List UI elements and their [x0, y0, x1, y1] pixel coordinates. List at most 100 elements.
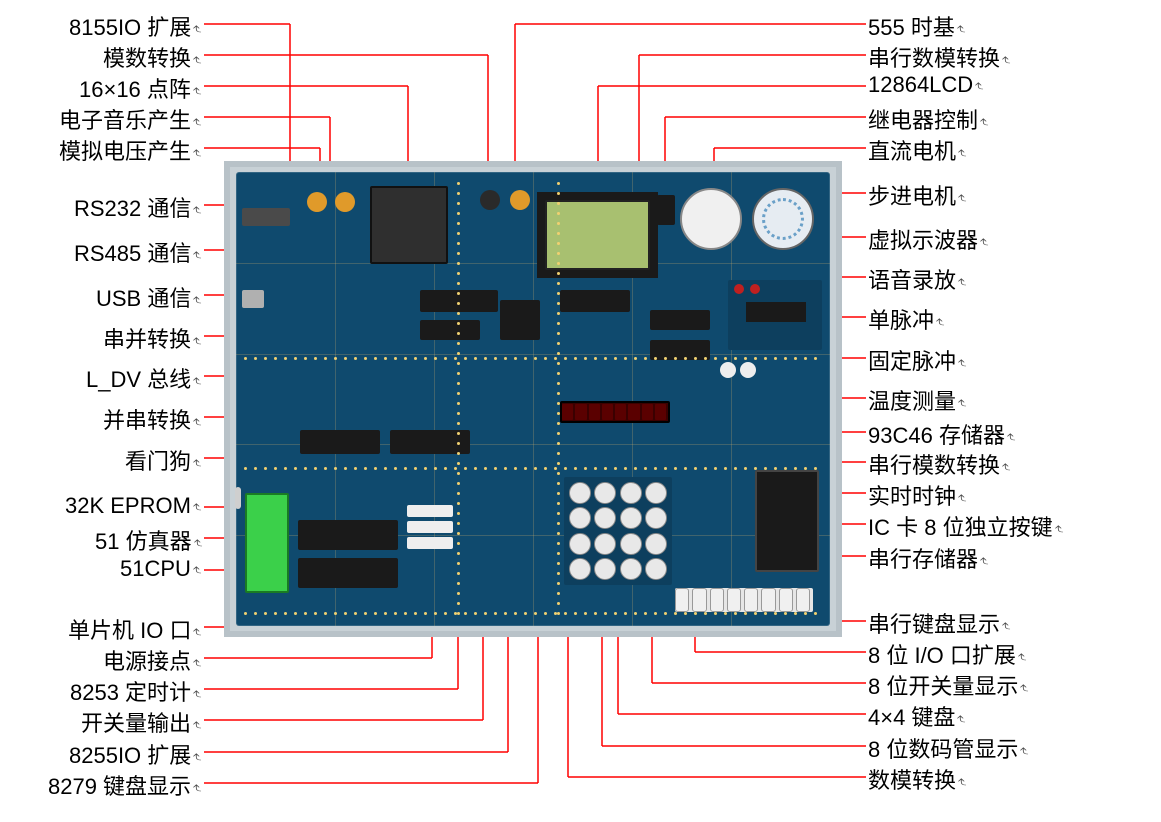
callout-text-pulse2: 固定脉冲: [868, 349, 956, 374]
pcb-comp-knob3: [480, 190, 500, 210]
callout-text-dac: 数模转换: [868, 768, 956, 793]
keypad-key: [569, 558, 591, 580]
callout-music: 电子音乐产生⤶: [59, 103, 202, 135]
callout-text-8sw: 8 位开关量显示: [868, 674, 1018, 699]
callout-pulse2: 固定脉冲⤶: [868, 344, 967, 376]
return-arrow-icon: ⤶: [1002, 433, 1020, 442]
pcb-comp-knob1: [307, 192, 327, 212]
callout-smem: 串行存储器⤶: [868, 542, 989, 574]
callout-power: 电源接点⤶: [103, 644, 202, 676]
return-arrow-icon: ⤶: [1050, 525, 1068, 534]
pcb-comp-chip-b: [420, 320, 480, 340]
callout-text-51cpu: 51CPU: [120, 556, 191, 581]
key-cap: [796, 588, 810, 612]
seven-seg-digit: [575, 404, 586, 420]
callout-555: 555 时基⤶: [868, 10, 965, 42]
callout-text-temp: 温度测量: [868, 389, 956, 414]
callout-51emu: 51 仿真器⤶: [95, 524, 202, 556]
callout-text-sadc: 串行模数转换: [868, 453, 1000, 478]
pcb-comp-white-block-b: [407, 521, 453, 533]
pin-header: [240, 465, 820, 471]
seven-seg-digit: [615, 404, 626, 420]
return-arrow-icon: ⤶: [971, 82, 989, 91]
callout-text-8io: 8 位 I/O 口扩展: [868, 643, 1016, 668]
pcb-comp-chip-e: [300, 430, 380, 454]
callout-eprom: 32K EPROM⤶: [65, 493, 202, 519]
callout-51cpu: 51CPU⤶: [120, 556, 202, 582]
callout-skbd: 串行键盘显示⤶: [868, 607, 1011, 639]
return-arrow-icon: ⤶: [953, 194, 971, 203]
callout-text-rs485: RS485 通信: [74, 241, 191, 266]
callout-93c46: 93C46 存储器⤶: [868, 418, 1016, 450]
callout-p2s: 并串转换⤶: [103, 403, 202, 435]
return-arrow-icon: ⤶: [975, 118, 993, 127]
seven-seg-digit: [562, 404, 573, 420]
keypad-key: [594, 533, 616, 555]
stepper-accent: [762, 198, 804, 240]
callout-text-eprom: 32K EPROM: [65, 493, 191, 518]
callout-text-usb: USB 通信: [96, 286, 191, 311]
callout-8155io: 8155IO 扩展⤶: [69, 10, 202, 42]
callout-ldv: L_DV 总线⤶: [86, 362, 202, 394]
callout-text-vscope: 虚拟示波器: [868, 228, 978, 253]
callout-text-s2p: 串并转换: [103, 327, 191, 352]
pin-header: [240, 610, 820, 616]
return-arrow-icon: ⤶: [953, 494, 971, 503]
pcb-comp-knob2: [335, 192, 355, 212]
return-arrow-icon: ⤶: [188, 690, 206, 699]
callout-text-pulse1: 单脉冲: [868, 308, 934, 333]
callout-mcuio: 单片机 IO 口⤶: [68, 613, 202, 645]
return-arrow-icon: ⤶: [188, 659, 206, 668]
callout-ic8key: IC 卡 8 位独立按键⤶: [868, 510, 1063, 542]
callout-text-8255io: 8255IO 扩展: [69, 743, 191, 768]
pin-header: [455, 178, 461, 618]
callout-text-swout: 开关量输出: [81, 711, 191, 736]
key-cap: [779, 588, 793, 612]
keypad-key: [569, 482, 591, 504]
callout-text-skbd: 串行键盘显示: [868, 612, 1000, 637]
callout-text-8279: 8279 键盘显示: [48, 774, 191, 799]
pcb-comp-chip-c: [500, 300, 540, 340]
key-cap: [761, 588, 775, 612]
return-arrow-icon: ⤶: [189, 25, 207, 34]
callout-text-dcmotor: 直流电机: [868, 139, 956, 164]
callout-pulse1: 单脉冲⤶: [868, 303, 945, 335]
callout-text-rtc: 实时时钟: [868, 484, 956, 509]
pcb-comp-cap-a: [720, 362, 736, 378]
pcb-comp-white-block-c: [407, 537, 453, 549]
pcb-comp-zif-socket: [245, 493, 289, 593]
seven-seg-digit: [628, 404, 639, 420]
callout-sadc: 串行模数转换⤶: [868, 448, 1011, 480]
return-arrow-icon: ⤶: [953, 278, 971, 287]
callout-12864: 12864LCD⤶: [868, 72, 984, 98]
keypad-key: [645, 533, 667, 555]
callout-text-voice: 语音录放: [868, 268, 956, 293]
callout-dac: 数模转换⤶: [868, 763, 967, 795]
key-cap: [727, 588, 741, 612]
pcb-comp-dotmatrix-16x16: [370, 186, 448, 264]
silkscreen-line: [236, 263, 830, 264]
callout-text-sdac: 串行数模转换: [868, 46, 1000, 71]
return-arrow-icon: ⤶: [189, 753, 207, 762]
return-arrow-icon: ⤶: [953, 715, 971, 724]
callout-8253: 8253 定时计⤶: [70, 675, 202, 707]
callout-8sw: 8 位开关量显示⤶: [868, 669, 1029, 701]
callout-wdt: 看门狗⤶: [125, 444, 202, 476]
keypad-key: [645, 558, 667, 580]
pcb-comp-rs232-port: [242, 208, 290, 226]
return-arrow-icon: ⤶: [953, 149, 971, 158]
callout-voice: 语音录放⤶: [868, 263, 967, 295]
callout-text-relay: 继电器控制: [868, 108, 978, 133]
pcb-comp-knob4: [510, 190, 530, 210]
scope-jack: [750, 284, 760, 294]
callout-text-adc: 模数转换: [103, 46, 191, 71]
callout-8io: 8 位 I/O 口扩展⤶: [868, 638, 1027, 670]
pcb-comp-dip40-b: [298, 558, 398, 588]
callout-temp: 温度测量⤶: [868, 384, 967, 416]
callout-usb: USB 通信⤶: [96, 281, 202, 313]
callout-avolt: 模拟电压产生⤶: [59, 134, 202, 166]
callout-text-93c46: 93C46 存储器: [868, 423, 1005, 448]
return-arrow-icon: ⤶: [997, 463, 1015, 472]
return-arrow-icon: ⤶: [189, 206, 207, 215]
callout-adc: 模数转换⤶: [103, 41, 202, 73]
